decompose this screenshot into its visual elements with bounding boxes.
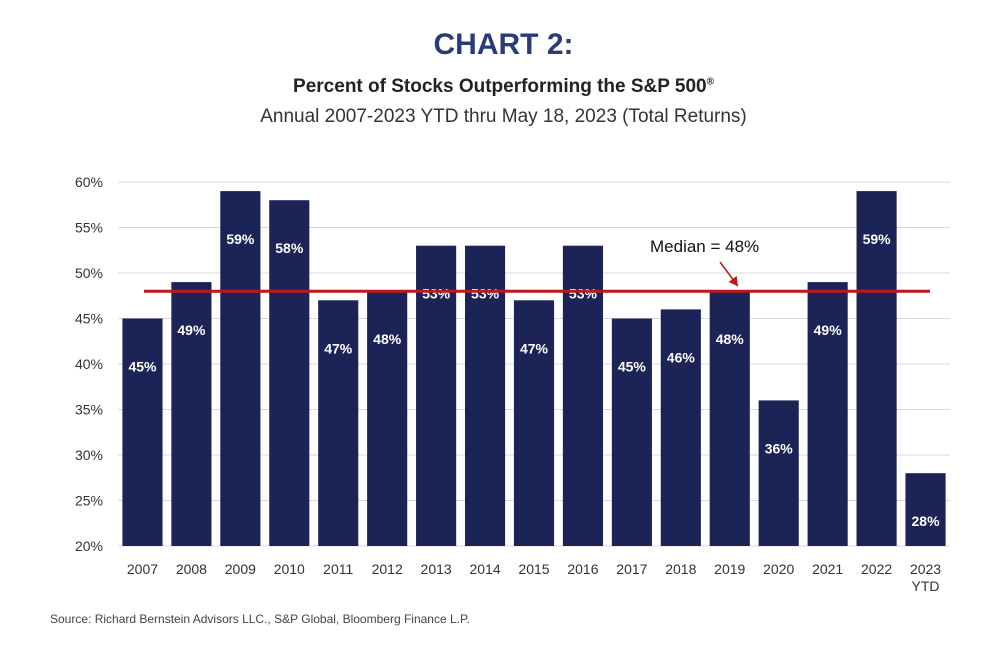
y-tick-label: 50% bbox=[75, 265, 103, 281]
y-tick-label: 45% bbox=[75, 311, 103, 327]
bar-value-label: 47% bbox=[324, 340, 353, 356]
x-axis-labels: 2007 2008 2009 2010 2011 2012 2013 2014 2015 2016… bbox=[127, 561, 941, 594]
chart-title-text: Percent of Stocks Outperforming the S&P … bbox=[293, 76, 707, 97]
y-tick-label: 30% bbox=[75, 447, 103, 463]
x-tick-label: 2023 bbox=[910, 561, 941, 577]
x-tick-label: 2021 bbox=[812, 561, 843, 577]
y-tick-label: 20% bbox=[75, 538, 103, 554]
bar-value-label: 45% bbox=[128, 359, 157, 375]
chart-number: CHART 2: bbox=[433, 28, 574, 61]
median-arrow-head bbox=[728, 275, 738, 287]
bar-value-label: 48% bbox=[716, 331, 745, 347]
bar bbox=[269, 200, 310, 546]
bar bbox=[122, 318, 163, 546]
bar-value-label: 49% bbox=[814, 322, 843, 338]
median-label: Median = 48% bbox=[650, 237, 759, 256]
chart-title: Percent of Stocks Outperforming the S&P … bbox=[0, 76, 1007, 98]
bar bbox=[220, 191, 261, 546]
bar bbox=[709, 291, 750, 546]
bar-value-label: 58% bbox=[275, 240, 304, 256]
bar-value-label: 53% bbox=[422, 286, 451, 302]
x-tick-label: 2008 bbox=[176, 561, 207, 577]
x-tick-label: 2018 bbox=[665, 561, 696, 577]
x-tick-label: 2019 bbox=[714, 561, 745, 577]
bar-value-label: 53% bbox=[471, 286, 500, 302]
bar bbox=[318, 300, 359, 546]
x-tick-label: 2007 bbox=[127, 561, 158, 577]
x-tick-label: 2014 bbox=[469, 561, 500, 577]
y-tick-label: 25% bbox=[75, 493, 103, 509]
x-tick-label: 2017 bbox=[616, 561, 647, 577]
x-tick-label: 2010 bbox=[274, 561, 305, 577]
bar bbox=[758, 400, 799, 546]
bar bbox=[513, 300, 555, 546]
chart-subtitle: Annual 2007-2023 YTD thru May 18, 2023 (… bbox=[260, 106, 747, 127]
bar bbox=[416, 245, 457, 546]
x-tick-label: 2009 bbox=[225, 561, 256, 577]
y-tick-label: 35% bbox=[75, 402, 103, 418]
bar-value-label: 36% bbox=[765, 440, 794, 456]
x-tick-label: 2012 bbox=[372, 561, 403, 577]
x-tick-label: 2015 bbox=[518, 561, 549, 577]
bar-chart: 20% 25% 30% 35% 40% 45% 50% 55% 60% 45% 49% 59% 58%… bbox=[75, 174, 950, 594]
x-tick-label: 2011 bbox=[323, 561, 353, 577]
bar-value-label: 49% bbox=[177, 322, 206, 338]
bar-value-label: 59% bbox=[863, 231, 892, 247]
bar bbox=[367, 291, 408, 546]
bar-value-label: 53% bbox=[569, 286, 598, 302]
y-tick-label: 55% bbox=[75, 220, 103, 236]
y-tick-label: 60% bbox=[75, 174, 103, 190]
bar bbox=[660, 309, 701, 546]
bar-value-label: 59% bbox=[226, 231, 255, 247]
bar bbox=[171, 282, 212, 546]
bar bbox=[905, 473, 946, 546]
registered-mark: ® bbox=[706, 76, 714, 88]
bar-value-label: 46% bbox=[667, 349, 696, 365]
bar-value-label: 28% bbox=[912, 513, 941, 529]
source-note: Source: Richard Bernstein Advisors LLC.,… bbox=[50, 612, 470, 626]
bar-value-label: 45% bbox=[618, 359, 647, 375]
bar bbox=[562, 245, 604, 546]
bar-value-label: 48% bbox=[373, 331, 402, 347]
median: Median = 48% bbox=[144, 237, 930, 293]
bar bbox=[464, 245, 506, 546]
x-tick-label: YTD bbox=[912, 578, 940, 594]
bar-value-label: 47% bbox=[520, 340, 549, 356]
bar bbox=[807, 282, 848, 546]
bar bbox=[611, 318, 652, 546]
bars: 45% 49% 59% 58% 47% 48% 53% 53% 47% 53% 45% 46% 48% 3… bbox=[122, 191, 946, 546]
x-tick-label: 2020 bbox=[763, 561, 794, 577]
x-tick-label: 2013 bbox=[421, 561, 452, 577]
y-tick-label: 40% bbox=[75, 356, 103, 372]
x-tick-label: 2022 bbox=[861, 561, 892, 577]
x-tick-label: 2016 bbox=[567, 561, 598, 577]
y-axis-labels: 20% 25% 30% 35% 40% 45% 50% 55% 60% bbox=[75, 174, 103, 554]
bar bbox=[856, 191, 897, 546]
